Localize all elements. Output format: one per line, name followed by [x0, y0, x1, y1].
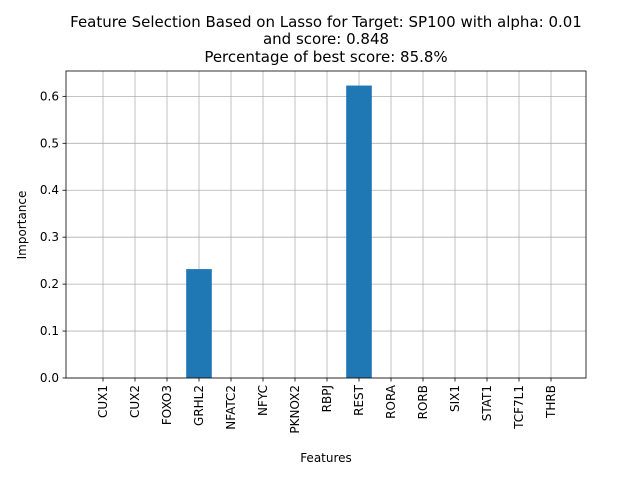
bar-grhl2	[186, 269, 212, 378]
x-tick-label: RORA	[384, 384, 398, 419]
x-tick-label: TCF7L1	[512, 385, 526, 430]
y-axis-label: Importance	[15, 191, 29, 260]
x-tick-label: PKNOX2	[288, 385, 302, 434]
x-tick-label: SIX1	[448, 385, 462, 412]
x-gridlines	[102, 71, 552, 378]
y-tick-label: 0.2	[40, 277, 59, 291]
title-line-1: Feature Selection Based on Lasso for Tar…	[70, 13, 582, 31]
chart-title: Feature Selection Based on Lasso for Tar…	[70, 13, 582, 66]
y-tick-label: 0.0	[40, 371, 59, 385]
x-tick-label: RBPJ	[320, 385, 334, 412]
title-line-2: and score: 0.848	[263, 30, 389, 48]
x-ticks: CUX1 CUX2 FOXO3 GRHL2 NFATC2 NFYC PKNOX2 RBPJ RE…	[96, 378, 558, 434]
y-ticks: 0.0 0.1 0.2 0.3 0.4 0.5 0.6	[40, 89, 66, 385]
x-axis-label: Features	[300, 451, 352, 465]
x-tick-label: NFYC	[256, 385, 270, 416]
y-tick-label: 0.1	[40, 324, 59, 338]
y-tick-label: 0.4	[40, 183, 59, 197]
x-tick-label: THRB	[544, 385, 558, 419]
x-tick-label: RORB	[416, 385, 430, 419]
y-tick-label: 0.3	[40, 230, 59, 244]
y-tick-label: 0.5	[40, 136, 59, 150]
x-tick-label: FOXO3	[160, 385, 174, 425]
title-line-3: Percentage of best score: 85.8%	[204, 48, 447, 66]
x-tick-label: CUX1	[96, 385, 110, 418]
bars	[186, 85, 372, 378]
x-tick-label: CUX2	[128, 385, 142, 418]
x-tick-label: GRHL2	[192, 385, 206, 426]
y-tick-label: 0.6	[40, 89, 59, 103]
x-tick-label: REST	[352, 384, 366, 416]
y-gridlines	[66, 95, 586, 379]
x-tick-label: NFATC2	[224, 385, 238, 430]
x-tick-label: STAT1	[480, 385, 494, 421]
plot-frame	[65, 70, 587, 379]
bar-rest	[346, 85, 372, 378]
